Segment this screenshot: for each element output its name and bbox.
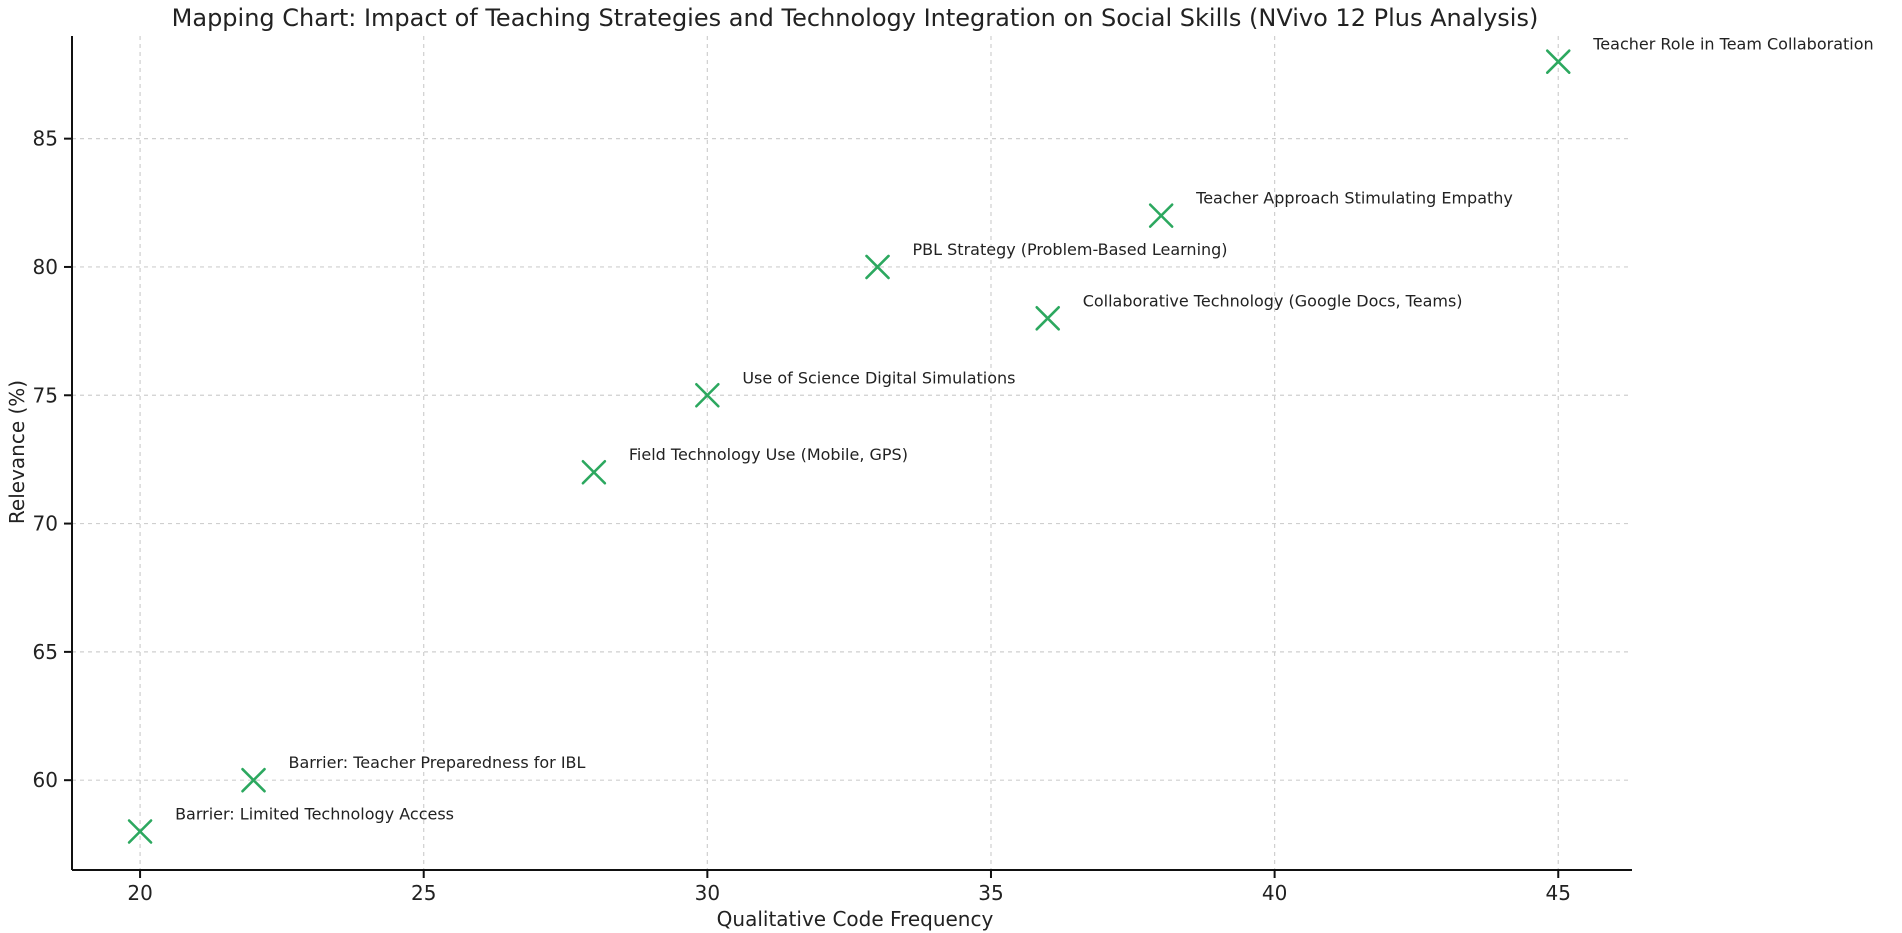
point-label-4: Use of Science Digital Simulations: [742, 368, 1015, 387]
x-tick-label-0: 20: [127, 881, 152, 905]
data-point-2: [241, 767, 266, 793]
y-tick-label-3: 75: [33, 383, 58, 407]
x-tick-label-4: 40: [1262, 881, 1287, 905]
chart-title: Mapping Chart: Impact of Teaching Strate…: [172, 4, 1539, 32]
data-point-stroke-b-7: [1148, 203, 1174, 228]
point-label-2: Barrier: Teacher Preparedness for IBL: [289, 753, 586, 772]
point-label-1: Barrier: Limited Technology Access: [175, 805, 454, 824]
point-label-7: Teacher Approach Stimulating Empathy: [1195, 189, 1513, 208]
data-point-stroke-b-8: [1545, 49, 1571, 74]
y-axis-label: Relevance (%): [5, 380, 29, 524]
data-point-stroke-b-5: [865, 254, 890, 280]
data-point-4: [695, 382, 720, 408]
data-point-3: [581, 459, 607, 485]
axes-layer: [71, 36, 1632, 871]
y-tick-label-1: 65: [33, 640, 58, 664]
data-point-1: [127, 819, 153, 844]
point-label-3: Field Technology Use (Mobile, GPS): [629, 445, 908, 464]
point-label-5: PBL Strategy (Problem-Based Learning): [913, 240, 1228, 259]
data-point-stroke-b-2: [241, 767, 266, 793]
y-tick-label-5: 85: [33, 127, 58, 151]
data-point-5: [865, 254, 890, 280]
data-point-stroke-b-1: [127, 819, 153, 844]
data-point-6: [1035, 305, 1061, 331]
data-point-stroke-b-6: [1035, 305, 1061, 331]
data-point-stroke-b-4: [695, 382, 720, 408]
grid-layer: [72, 36, 1632, 870]
labels-layer: Barrier: Limited Technology Access Barrie…: [175, 35, 1874, 824]
x-tick-label-2: 30: [695, 881, 720, 905]
y-tick-label-4: 80: [33, 255, 58, 279]
y-tick-label-2: 70: [33, 512, 58, 536]
point-label-6: Collaborative Technology (Google Docs, T…: [1083, 291, 1463, 310]
ticks-layer: 20 25 30 35 40 45 60 65 70 75 80 85: [33, 127, 1571, 905]
x-axis-label: Qualitative Code Frequency: [717, 907, 994, 931]
y-tick-label-0: 60: [33, 768, 58, 792]
data-point-stroke-b-3: [581, 459, 607, 485]
x-tick-label-3: 35: [978, 881, 1003, 905]
points-layer: [127, 49, 1571, 844]
data-point-8: [1545, 49, 1571, 74]
point-label-8: Teacher Role in Team Collaboration: [1592, 35, 1873, 54]
data-point-7: [1148, 203, 1174, 228]
x-tick-label-1: 25: [411, 881, 436, 905]
x-tick-label-5: 45: [1546, 881, 1571, 905]
